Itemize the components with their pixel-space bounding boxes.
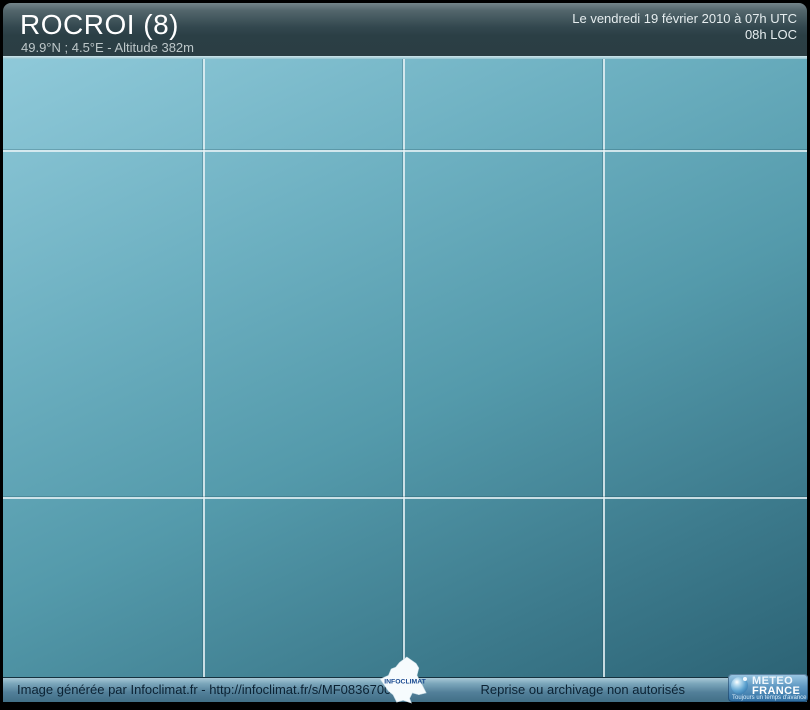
timestamp-utc: Le vendredi 19 février 2010 à 07h UTC: [572, 11, 797, 26]
copyright-notice: Reprise ou archivage non autorisés: [480, 682, 685, 697]
credit-text: Image générée par Infoclimat.fr - http:/…: [17, 682, 399, 697]
station-coordinates: 49.9°N ; 4.5°E - Altitude 382m: [21, 40, 194, 55]
meteo-france-logo: METEO FRANCE Toujours un temps d'avance: [728, 674, 808, 702]
grid-line-vertical: [603, 59, 605, 678]
satellite-dot-icon: [743, 677, 747, 681]
station-title: ROCROI (8): [20, 9, 179, 40]
sun-icon: [402, 677, 408, 684]
meteo-france-wordmark: METEO FRANCE: [752, 675, 801, 697]
grid-line-vertical: [403, 59, 405, 678]
france-map-icon: INFOCLIMAT: [379, 656, 427, 704]
grid-line-horizontal: [3, 497, 807, 499]
meteo-france-line1: METEO: [752, 675, 794, 687]
globe-icon: [731, 677, 748, 694]
station-canvas: [3, 59, 807, 678]
meteo-france-tagline: Toujours un temps d'avance: [732, 695, 807, 701]
meteo-france-line2: FRANCE: [752, 685, 801, 697]
grid-line-vertical: [203, 59, 205, 678]
grid-line-horizontal: [3, 150, 807, 152]
infoclimat-logo: INFOCLIMAT: [377, 656, 433, 704]
header-bar: ROCROI (8) 49.9°N ; 4.5°E - Altitude 382…: [3, 3, 807, 56]
timestamp-block: Le vendredi 19 février 2010 à 07h UTC 08…: [572, 11, 797, 43]
header-separator-band: [3, 56, 807, 59]
timestamp-local: 08h LOC: [744, 27, 797, 42]
infoclimat-logo-text: INFOCLIMAT: [384, 679, 426, 686]
bottom-border: [0, 702, 810, 710]
